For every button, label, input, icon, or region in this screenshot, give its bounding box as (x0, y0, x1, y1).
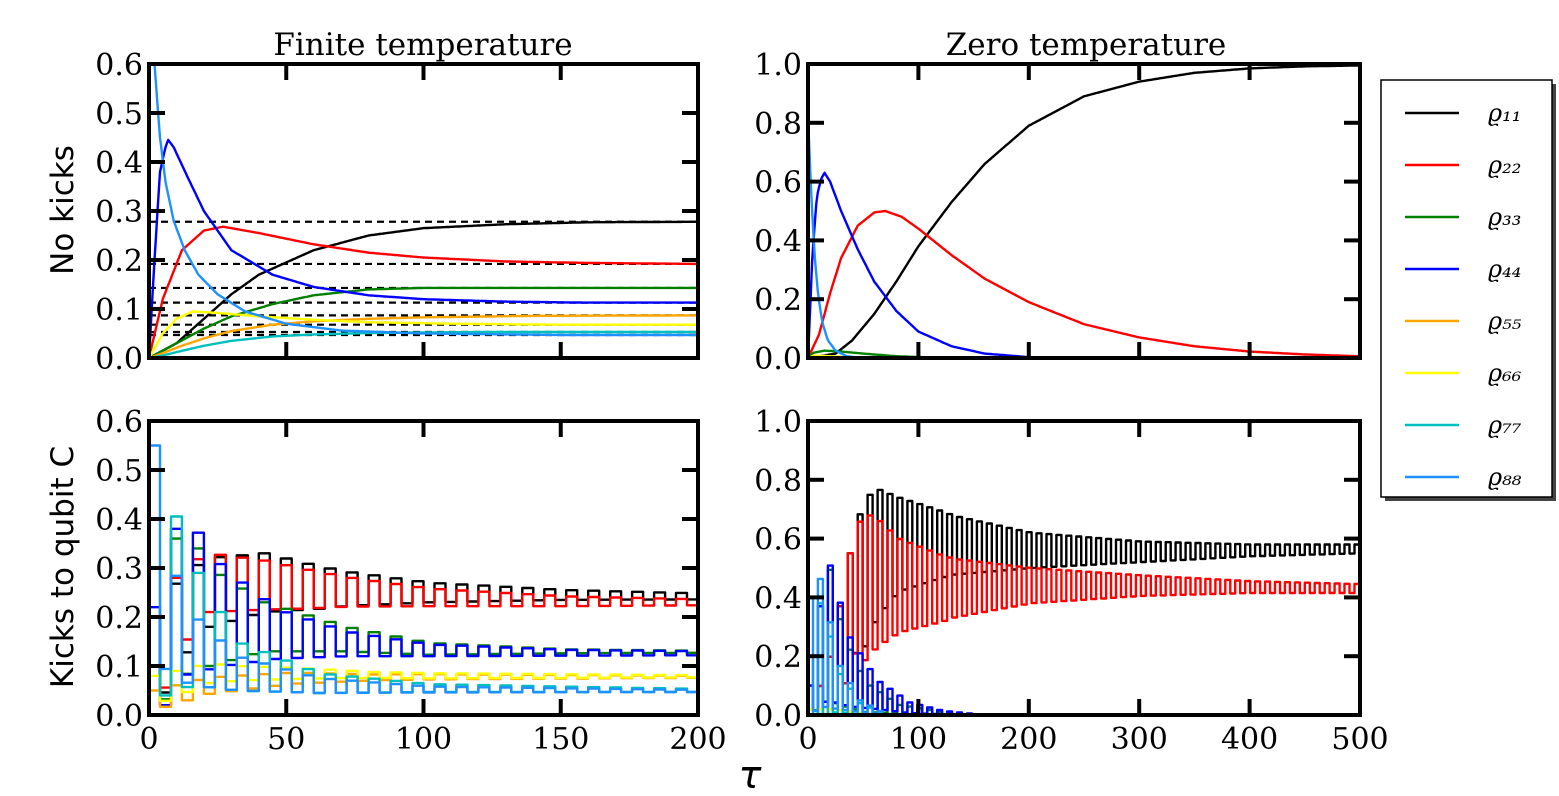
series-ϱ44 (808, 564, 1360, 715)
legend-label: ϱ₁₁ (1488, 99, 1521, 127)
y-tick-label: 0.8 (754, 107, 802, 142)
legend-label: ϱ₈₈ (1488, 463, 1522, 491)
y-tick-label: 0.6 (754, 523, 802, 558)
y-tick-label: 0.4 (95, 146, 143, 181)
x-tick-label: 150 (532, 722, 589, 757)
x-tick-label: 200 (669, 722, 726, 757)
series-ϱ11 (149, 220, 698, 358)
row-label-kicks: Kicks to qubit C (45, 446, 81, 688)
x-tick-label: 300 (1111, 722, 1168, 757)
y-tick-label: 1.0 (754, 405, 802, 440)
x-tick-label: 200 (1000, 722, 1057, 757)
x-tick-label: 0 (139, 722, 158, 757)
y-tick-label: 0.6 (95, 48, 143, 83)
y-tick-label: 1.0 (754, 48, 802, 83)
column-title-zero: Zero temperature (946, 27, 1227, 63)
panel-zero-no-kicks: 0.0 0.2 0.4 0.6 0.8 1.0 (754, 48, 1362, 377)
x-tick-label: 100 (890, 722, 947, 757)
y-tick-label: 0.0 (95, 342, 143, 377)
series-ϱ11 (808, 488, 1360, 715)
column-title-finite: Finite temperature (273, 27, 572, 63)
y-tick-label: 0.6 (95, 405, 143, 440)
series-ϱ44 (149, 527, 698, 707)
panel-finite-no-kicks: 0.0 0.1 0.2 0.3 0.4 0.5 0.6 (95, 48, 700, 377)
y-tick-label: 0.4 (754, 581, 802, 616)
series-ϱ88 (153, 64, 698, 337)
legend-label: ϱ₅₅ (1488, 307, 1522, 335)
y-tick-label: 0.1 (95, 293, 143, 328)
y-tick-label: 0.8 (754, 464, 802, 499)
series-ϱ88 (808, 116, 1360, 358)
legend-label: ϱ₇₇ (1488, 411, 1522, 439)
y-tick-label: 0.0 (754, 342, 802, 377)
series-ϱ44 (149, 138, 698, 358)
legend-frame (1380, 79, 1553, 498)
legend: ϱ₁₁ ϱ₂₂ ϱ₃₃ ϱ₄₄ ϱ₅₅ ϱ₆₆ ϱ₇₇ ϱ₈₈ (1380, 79, 1556, 501)
y-tick-label: 0.6 (754, 166, 802, 201)
y-tick-label: 0.0 (754, 699, 802, 734)
series-ϱ22 (808, 514, 1360, 715)
series-ϱ66 (149, 310, 698, 358)
plot-area (149, 64, 698, 358)
y-tick-label: 0.5 (95, 97, 143, 132)
series-ϱ22 (808, 209, 1360, 358)
axes-frame (806, 62, 1362, 360)
panel-finite-kicks: 0.0 0.1 0.2 0.3 0.4 0.5 0.6 0 50 100 150 200 (95, 405, 726, 757)
y-tick-label: 0.2 (95, 601, 143, 636)
series-ϱ88 (149, 444, 698, 695)
series-ϱ11 (149, 552, 698, 694)
series-ϱ33 (808, 568, 1360, 715)
legend-label: ϱ₄₄ (1488, 255, 1521, 283)
series-ϱ55 (149, 314, 698, 358)
legend-label: ϱ₂₂ (1488, 151, 1521, 179)
row-label-no-kicks: No kicks (45, 145, 81, 275)
x-tick-label: 0 (798, 722, 817, 757)
x-tick-label: 400 (1221, 722, 1278, 757)
y-tick-label: 0.4 (754, 224, 802, 259)
series-ϱ88 (808, 577, 1360, 715)
y-tick-label: 0.2 (754, 640, 802, 675)
y-tick-label: 0.4 (95, 503, 143, 538)
plot-area (808, 64, 1360, 358)
x-tick-label: 500 (1331, 722, 1388, 757)
legend-label: ϱ₃₃ (1488, 203, 1521, 231)
panel-zero-kicks: 0.0 0.2 0.4 0.6 0.8 1.0 0 100 200 300 400 500 (754, 405, 1388, 757)
x-axis-label: τ (739, 753, 763, 796)
y-tick-label: 0.3 (95, 195, 143, 230)
series-ϱ11 (808, 64, 1360, 358)
x-tick-label: 100 (395, 722, 452, 757)
legend-label: ϱ₆₆ (1488, 359, 1522, 387)
plot-area (149, 444, 698, 708)
series-ϱ66 (149, 663, 698, 702)
series-ϱ44 (808, 171, 1360, 358)
y-tick-label: 0.1 (95, 650, 143, 685)
y-tick-label: 0.5 (95, 454, 143, 489)
plot-area (808, 488, 1360, 715)
y-tick-label: 0.2 (95, 244, 143, 279)
x-tick-label: 50 (267, 722, 305, 757)
y-tick-label: 0.0 (95, 699, 143, 734)
y-tick-label: 0.2 (754, 283, 802, 318)
y-tick-label: 0.3 (95, 552, 143, 587)
series-ϱ22 (149, 553, 698, 689)
axes-frame (147, 419, 700, 717)
series-ϱ22 (149, 225, 698, 358)
axes-frame (806, 419, 1362, 717)
